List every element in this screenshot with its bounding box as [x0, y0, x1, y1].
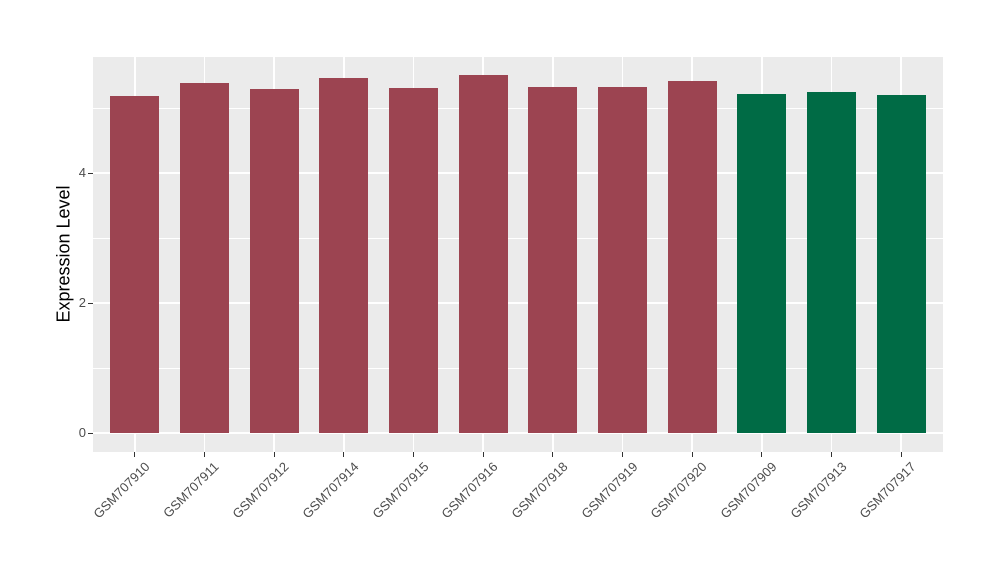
x-tick-mark: [552, 452, 554, 457]
y-tick-mark: [88, 303, 93, 304]
major-gridline: [93, 172, 943, 174]
x-tick-label: GSM707915: [368, 459, 432, 522]
x-tick-label: GSM707916: [438, 459, 501, 522]
x-tick-mark: [482, 452, 484, 457]
bar-GSM707918: [528, 87, 578, 433]
y-tick-mark: [88, 173, 93, 174]
x-tick-mark: [273, 452, 275, 457]
x-tick-label: GSM707913: [786, 459, 850, 522]
minor-gridline: [93, 367, 943, 369]
x-tick-mark: [761, 452, 763, 457]
x-tick-label: GSM707912: [229, 459, 292, 522]
bar-GSM707920: [667, 80, 717, 433]
x-tick-mark: [622, 452, 623, 457]
bar-GSM707919: [598, 86, 647, 433]
plot-panel: [93, 57, 943, 452]
x-tick-label: GSM707917: [856, 459, 919, 522]
bar-GSM707913: [807, 91, 856, 433]
y-tick-label: 2: [78, 295, 86, 310]
x-tick-mark: [343, 452, 345, 457]
bar-GSM707917: [876, 95, 926, 433]
x-tick-label: GSM707920: [647, 459, 710, 522]
x-tick-mark: [134, 452, 136, 457]
bar-GSM707911: [180, 83, 229, 433]
bar-GSM707915: [389, 87, 438, 433]
x-tick-label: GSM707918: [508, 459, 571, 522]
major-gridline: [93, 432, 943, 434]
x-tick-mark: [900, 452, 902, 457]
y-tick-label: 4: [78, 165, 86, 180]
bar-GSM707916: [458, 74, 508, 433]
bar-GSM707912: [249, 88, 299, 433]
x-tick-mark: [691, 452, 693, 457]
minor-gridline: [93, 107, 943, 109]
x-tick-label: GSM707911: [160, 459, 223, 521]
x-tick-mark: [831, 452, 833, 457]
major-gridline: [93, 302, 943, 304]
x-tick-mark: [203, 452, 205, 457]
minor-gridline: [93, 237, 943, 239]
y-tick-mark: [88, 433, 93, 434]
bar-GSM707914: [319, 78, 369, 433]
x-tick-label: GSM707910: [90, 459, 153, 522]
bar-GSM707909: [737, 94, 787, 433]
x-tick-label: GSM707919: [577, 459, 641, 522]
x-tick-label: GSM707909: [717, 459, 780, 522]
y-tick-label: 0: [78, 425, 86, 440]
bar-GSM707910: [110, 95, 160, 433]
x-tick-mark: [412, 452, 414, 457]
x-tick-label: GSM707914: [299, 459, 362, 522]
